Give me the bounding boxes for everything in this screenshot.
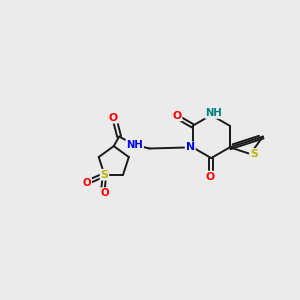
- Text: O: O: [205, 172, 214, 182]
- Text: N: N: [186, 142, 195, 152]
- Text: O: O: [82, 178, 91, 188]
- Text: NH: NH: [205, 108, 222, 118]
- Text: S: S: [250, 149, 258, 159]
- Text: O: O: [172, 110, 182, 121]
- Text: NH: NH: [126, 140, 143, 150]
- Text: O: O: [109, 113, 118, 123]
- Text: O: O: [101, 188, 110, 198]
- Text: S: S: [100, 170, 108, 180]
